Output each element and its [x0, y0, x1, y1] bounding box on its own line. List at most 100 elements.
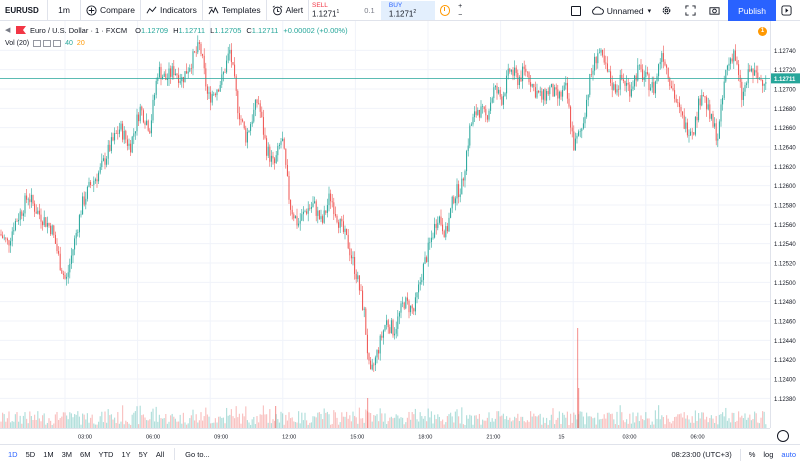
candle-body: [645, 72, 647, 78]
candle-body: [200, 43, 202, 54]
volume-bar: [691, 416, 693, 428]
price-tick-label: 1.12400: [774, 378, 796, 384]
volume-bar: [379, 408, 381, 428]
price-tick-label: 1.12480: [774, 300, 796, 306]
time-tick-label: 15: [558, 434, 564, 440]
chart-settings-icon[interactable]: [777, 430, 789, 442]
range-button-ytd[interactable]: YTD: [98, 449, 114, 459]
volume-bar: [656, 418, 658, 428]
buy-button[interactable]: BUY 1.12712: [380, 1, 435, 20]
volume-title[interactable]: Vol (20): [5, 39, 30, 47]
volume-bar: [115, 423, 117, 428]
candle-body: [371, 364, 373, 370]
volume-bar: [475, 415, 477, 428]
compare-button[interactable]: Compare: [81, 0, 140, 21]
volume-bar: [549, 420, 551, 428]
log-scale-toggle[interactable]: log: [763, 450, 774, 459]
candle-body: [506, 75, 508, 94]
candle-body: [544, 89, 546, 101]
volume-bar: [707, 422, 709, 428]
candle-body: [755, 70, 757, 73]
range-button-5y[interactable]: 5Y: [138, 449, 148, 459]
indicators-label: Indicators: [159, 5, 197, 15]
symbol-label: EURUSD: [5, 5, 39, 15]
range-button-all[interactable]: All: [155, 449, 165, 459]
volume-bar: [530, 411, 532, 428]
quantity-increase[interactable]: +: [458, 3, 463, 10]
alert-count-badge[interactable]: 1: [758, 27, 767, 36]
indicators-button[interactable]: Indicators: [141, 0, 202, 21]
candle-body: [488, 110, 490, 120]
time-tick-label: 21:00: [486, 434, 500, 440]
volume-bar: [178, 421, 180, 428]
range-button-1m[interactable]: 1M: [43, 449, 54, 459]
candle-body: [330, 193, 332, 202]
play-button[interactable]: [776, 0, 800, 21]
volume-bar: [502, 413, 504, 428]
range-button-3m[interactable]: 3M: [61, 449, 73, 459]
volume-bar: [77, 411, 79, 428]
candle-body: [419, 282, 421, 285]
candle-body: [530, 82, 532, 87]
interval-button[interactable]: 1m: [48, 0, 80, 21]
candle-body: [714, 123, 716, 127]
close-small-icon[interactable]: [53, 39, 62, 47]
publish-button[interactable]: Publish: [728, 0, 776, 21]
price-tick-label: 1.12660: [774, 126, 796, 132]
candle-body: [317, 210, 319, 216]
layout-name-button[interactable]: Unnamed ▾: [586, 0, 656, 21]
volume-bar: [603, 414, 605, 428]
timezone-clock[interactable]: 08:23:00 (UTC+3): [671, 450, 732, 459]
templates-button[interactable]: Templates: [203, 0, 266, 21]
goto-date-button[interactable]: Go to...: [185, 449, 210, 459]
range-button-5d[interactable]: 5D: [25, 449, 36, 459]
candle-body: [378, 350, 380, 354]
range-button-6m[interactable]: 6M: [80, 449, 91, 459]
multi-layout-toggle[interactable]: [566, 0, 586, 21]
volume-bar: [419, 412, 421, 428]
volume-bar: [686, 415, 688, 428]
volume-bar: [736, 420, 738, 428]
candle-body: [146, 120, 148, 125]
price-chart[interactable]: [0, 21, 770, 428]
candle-body: [531, 83, 533, 87]
volume-bar: [258, 422, 260, 428]
quantity-stepper[interactable]: + −: [455, 1, 465, 20]
candle-body: [718, 121, 720, 139]
price-scale[interactable]: 1.12740 1.12720 1.12700 1.12680 1.12660 1.126…: [770, 21, 800, 428]
candle-body: [48, 223, 50, 226]
volume-bar: [187, 423, 189, 428]
gear-small-icon[interactable]: [43, 39, 52, 47]
volume-bar: [536, 416, 538, 428]
order-timer-icon[interactable]: [439, 5, 451, 16]
volume-bar: [205, 407, 207, 428]
volume-bar: [102, 422, 104, 428]
candle-body: [166, 78, 168, 80]
settings-button[interactable]: [656, 0, 680, 21]
percent-scale-toggle[interactable]: %: [748, 450, 756, 459]
candle-body: [667, 67, 669, 79]
collapse-legend-icon[interactable]: ◀: [5, 27, 11, 34]
volume-bar: [86, 413, 88, 428]
volume-bar: [506, 416, 508, 428]
volume-bar: [320, 413, 322, 428]
candle-body: [174, 73, 176, 76]
auto-scale-toggle[interactable]: auto: [781, 450, 796, 459]
candle-body: [274, 158, 276, 164]
fullscreen-button[interactable]: [680, 0, 704, 21]
range-button-1y[interactable]: 1Y: [121, 449, 131, 459]
time-scale[interactable]: 03:00 06:00 09:00 12:00 15:00 18:00 21:00 15 03:…: [0, 428, 770, 444]
candle-body: [619, 74, 621, 90]
volume-bar: [432, 423, 434, 428]
volume-bar: [30, 416, 32, 428]
symbol-search-button[interactable]: EURUSD: [0, 0, 47, 21]
quantity-decrease[interactable]: −: [458, 12, 463, 19]
sell-button[interactable]: SELL 1.12711: [304, 1, 358, 20]
alert-button[interactable]: Alert: [267, 0, 308, 21]
range-button-1d[interactable]: 1D: [8, 449, 18, 459]
volume-bar: [202, 420, 204, 428]
symbol-title[interactable]: Euro / U.S. Dollar · 1 · FXCM: [30, 25, 128, 35]
eye-icon[interactable]: [33, 39, 42, 47]
snapshot-button[interactable]: [704, 0, 728, 21]
volume-bar: [165, 413, 167, 428]
